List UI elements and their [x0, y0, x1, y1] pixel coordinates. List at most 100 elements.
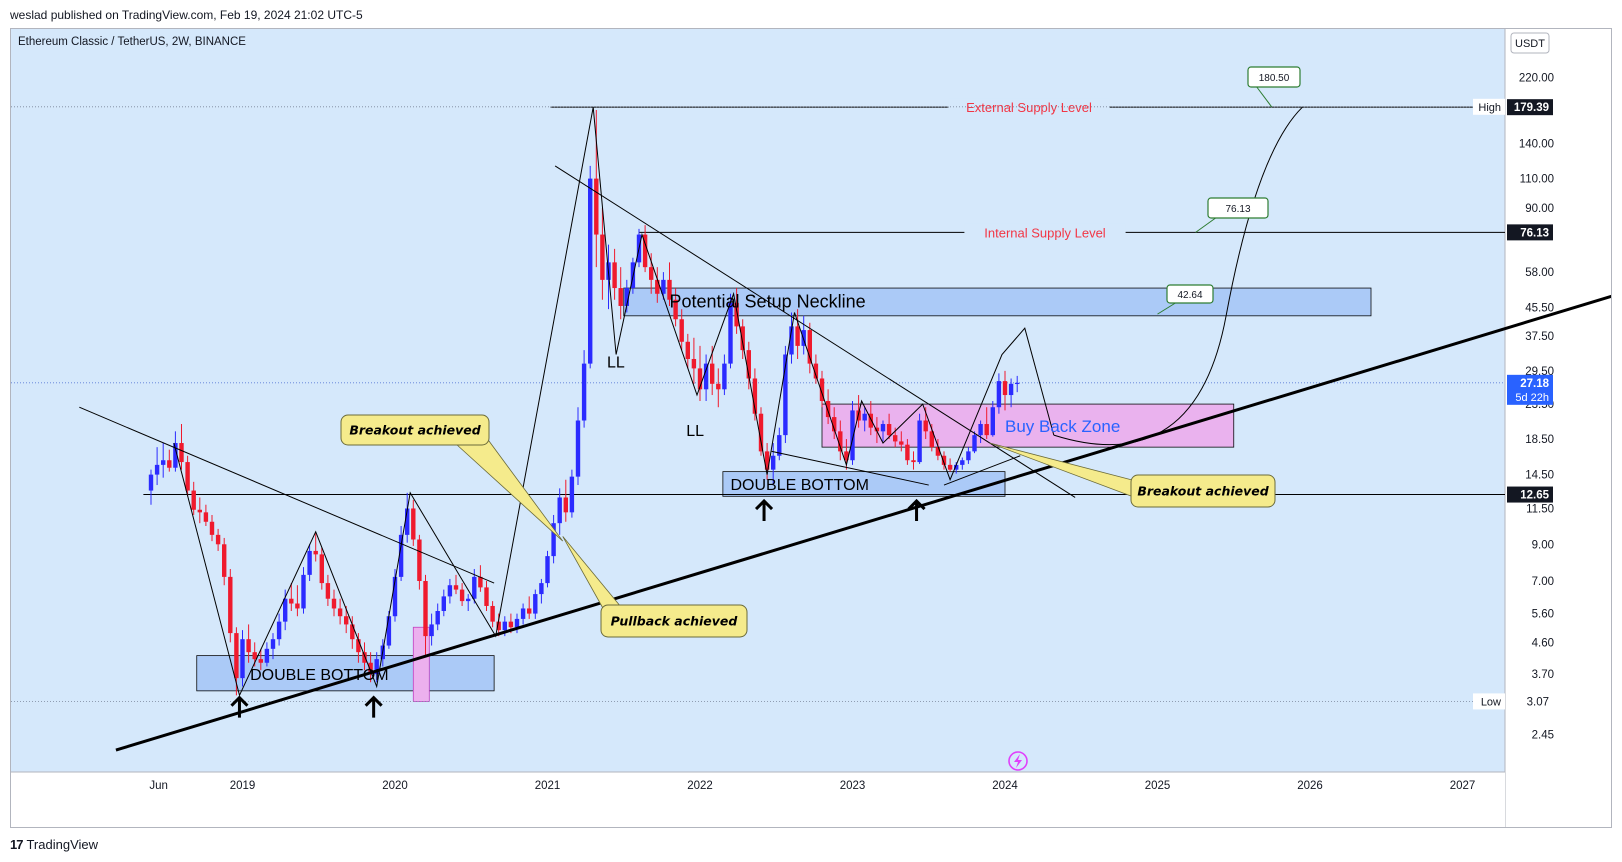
candle[interactable] [838, 420, 843, 461]
candle[interactable] [563, 479, 568, 522]
candle[interactable] [264, 642, 270, 667]
candle[interactable] [215, 528, 221, 551]
candle[interactable] [612, 248, 617, 300]
candle[interactable] [411, 499, 416, 546]
candle[interactable] [350, 616, 355, 649]
candle[interactable] [740, 319, 745, 359]
candle[interactable] [911, 451, 916, 470]
candle[interactable] [795, 309, 800, 359]
trendline-2021[interactable] [554, 165, 1076, 498]
candle[interactable] [655, 267, 660, 303]
candle[interactable] [618, 267, 623, 320]
candle[interactable] [313, 533, 318, 562]
candle[interactable] [228, 568, 233, 643]
candle[interactable] [722, 354, 727, 396]
candle[interactable] [173, 431, 178, 472]
candle[interactable] [1008, 378, 1014, 408]
candle[interactable] [533, 589, 538, 619]
candle[interactable] [405, 492, 410, 543]
candle[interactable] [661, 272, 666, 300]
candle[interactable] [423, 574, 428, 656]
candle[interactable] [716, 368, 721, 408]
candle[interactable] [551, 514, 556, 564]
price-marker[interactable]: 27.18 5d 22h [1507, 374, 1553, 405]
candle[interactable] [331, 589, 337, 617]
candle[interactable] [545, 550, 550, 588]
candle[interactable] [691, 337, 697, 384]
zone-3[interactable] [722, 471, 1006, 497]
candle[interactable] [807, 322, 812, 374]
candle[interactable] [886, 413, 892, 440]
candle[interactable] [642, 225, 648, 273]
candle[interactable] [398, 526, 404, 581]
candle[interactable] [459, 583, 465, 606]
price-chart[interactable]: External Supply Level Internal Supply Lev… [11, 29, 1611, 827]
candle[interactable] [1002, 370, 1008, 411]
candle[interactable] [703, 354, 709, 402]
candle[interactable] [222, 537, 227, 586]
candle[interactable] [307, 544, 312, 581]
candle[interactable] [478, 565, 483, 592]
candle[interactable] [203, 504, 209, 527]
candle[interactable] [771, 443, 776, 486]
candle[interactable] [240, 630, 245, 687]
price-marker[interactable]: 3.07 Low [1473, 693, 1553, 710]
wedge-line[interactable] [771, 450, 929, 486]
support-trendline[interactable] [115, 133, 1611, 752]
candle[interactable] [484, 580, 489, 612]
candle[interactable] [850, 401, 855, 465]
highlight-zone[interactable] [412, 626, 430, 702]
candle[interactable] [161, 443, 166, 478]
footer-brand[interactable]: 17 TradingView [10, 834, 98, 856]
chart-panel[interactable]: External Supply Level Internal Supply Lev… [10, 28, 1612, 828]
plot-area[interactable] [11, 29, 1505, 772]
candle[interactable] [490, 601, 495, 628]
price-marker[interactable]: 12.65 [1507, 486, 1553, 503]
candle[interactable] [270, 633, 276, 660]
candle[interactable] [557, 488, 562, 535]
candle[interactable] [941, 451, 947, 470]
candle[interactable] [728, 293, 733, 369]
candle[interactable] [966, 447, 971, 464]
candle[interactable] [581, 350, 587, 428]
price-marker[interactable]: 76.13 [1507, 224, 1553, 241]
candle[interactable] [197, 497, 202, 524]
candle[interactable] [825, 389, 831, 425]
candle[interactable] [679, 309, 684, 351]
candle[interactable] [539, 578, 544, 604]
candle[interactable] [685, 333, 690, 369]
candle[interactable] [453, 574, 459, 595]
candle[interactable] [862, 407, 867, 432]
candle[interactable] [319, 547, 324, 590]
candle[interactable] [746, 341, 751, 390]
candle[interactable] [758, 407, 764, 456]
candle[interactable] [832, 407, 837, 440]
candle[interactable] [154, 447, 160, 486]
candle[interactable] [996, 373, 1002, 414]
candle[interactable] [569, 469, 575, 518]
callout[interactable]: Breakout achieved [340, 414, 564, 542]
trendline-2018[interactable] [79, 406, 495, 584]
candle[interactable] [209, 514, 215, 542]
candle[interactable] [984, 407, 989, 440]
candle[interactable] [429, 613, 434, 646]
target-box[interactable]: 42.64 [1157, 284, 1214, 315]
candle[interactable] [325, 574, 331, 606]
candle[interactable] [258, 648, 263, 671]
callout[interactable]: Breakout achieved [989, 442, 1276, 508]
candle[interactable] [337, 598, 343, 625]
candle[interactable] [917, 413, 922, 464]
lightning-icon[interactable] [1008, 751, 1028, 771]
candle[interactable] [167, 449, 172, 472]
candle[interactable] [960, 457, 965, 470]
candle[interactable] [777, 427, 782, 461]
candle[interactable] [441, 589, 446, 617]
price-marker[interactable]: 179.39 [1507, 99, 1553, 116]
candle[interactable] [813, 354, 819, 384]
candle[interactable] [417, 534, 422, 590]
callout[interactable]: Pullback achieved [562, 536, 748, 638]
projection-curve[interactable] [1053, 106, 1303, 446]
candle[interactable] [185, 455, 190, 497]
candle[interactable] [191, 481, 196, 515]
candle[interactable] [899, 431, 904, 452]
